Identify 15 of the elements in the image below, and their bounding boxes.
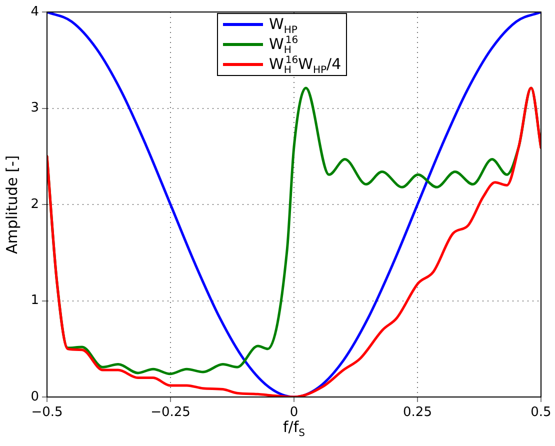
x-tick-label: 0 bbox=[290, 405, 298, 420]
y-tick-label: 0 bbox=[30, 389, 39, 404]
y-axis-title: Amplitude [-] bbox=[3, 155, 21, 255]
y-tick-label: 1 bbox=[30, 293, 39, 308]
x-tick-label: 0.25 bbox=[403, 405, 432, 420]
x-tick-label: −0.25 bbox=[150, 405, 190, 420]
x-tick-label: −0.5 bbox=[31, 405, 63, 420]
legend-label: W$_{H}$$^{16}$W$_{HP}$/4 bbox=[269, 54, 342, 76]
legend-label: W$_{HP}$ bbox=[269, 14, 298, 36]
y-tick-label: 3 bbox=[30, 100, 39, 116]
y-tick-label: 2 bbox=[30, 196, 39, 212]
x-tick-label: 0.5 bbox=[530, 405, 552, 420]
x-axis-title: f/f$_{S}$ bbox=[283, 418, 305, 439]
line-series bbox=[47, 12, 541, 397]
y-tick-label: 4 bbox=[30, 4, 39, 20]
